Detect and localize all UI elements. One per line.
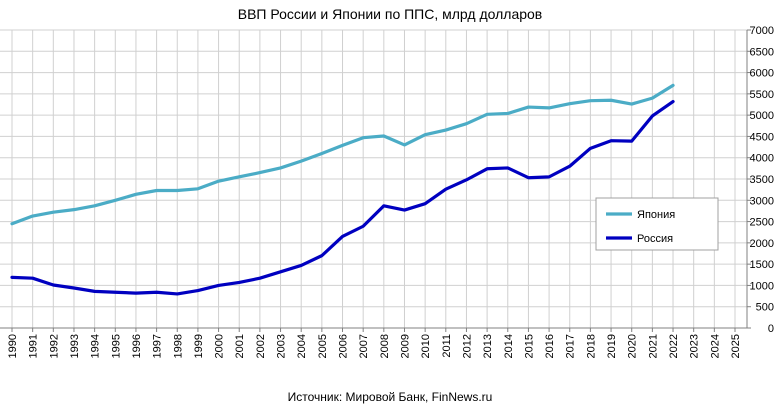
x-tick-label: 2012	[461, 334, 473, 358]
x-tick-label: 2016	[544, 334, 556, 358]
x-tick-label: 2004	[296, 334, 308, 358]
y-tick-label: 6500	[750, 46, 774, 58]
legend-label: Япония	[637, 209, 675, 221]
x-tick-label: 2005	[317, 334, 329, 358]
x-tick-label: 2000	[214, 334, 226, 358]
x-tick-label: 2010	[420, 334, 432, 358]
x-tick-label: 1998	[172, 334, 184, 358]
y-tick-label: 500	[756, 302, 774, 314]
y-tick-label: 1000	[750, 280, 774, 292]
x-tick-label: 2014	[503, 334, 515, 358]
x-tick-label: 1996	[131, 334, 143, 358]
x-tick-label: 2019	[606, 334, 618, 358]
y-tick-label: 3000	[750, 195, 774, 207]
x-tick-label: 2008	[379, 334, 391, 358]
series-line-japan	[10, 83, 675, 226]
y-tick-label: 4500	[750, 131, 774, 143]
x-tick-label: 1993	[69, 334, 81, 358]
x-tick-label: 1991	[28, 334, 40, 358]
chart-title: ВВП России и Японии по ППС, млрд долларо…	[238, 6, 543, 22]
y-tick-label: 4000	[750, 153, 774, 165]
x-tick-label: 1997	[152, 334, 164, 358]
y-tick-label: 0	[768, 323, 774, 335]
x-tick-label: 2022	[668, 334, 680, 358]
y-tick-label: 6000	[750, 68, 774, 80]
x-tick-label: 2007	[358, 334, 370, 358]
x-tick-label: 2015	[523, 334, 535, 358]
x-tick-label: 2023	[689, 334, 701, 358]
x-tick-label: 2001	[234, 334, 246, 358]
x-tick-label: 1990	[7, 334, 19, 358]
series-line-russia	[10, 99, 675, 296]
x-tick-label: 2025	[730, 334, 742, 358]
x-tick-label: 2002	[255, 334, 267, 358]
x-tick-label: 2021	[647, 334, 659, 358]
x-tick-label: 2009	[399, 334, 411, 358]
x-tick-label: 1995	[110, 334, 122, 358]
legend-box	[595, 197, 719, 251]
y-tick-label: 7000	[750, 25, 774, 37]
y-tick-label: 2500	[750, 217, 774, 229]
y-tick-label: 3500	[750, 174, 774, 186]
y-tick-label: 1500	[750, 259, 774, 271]
legend: Япония Россия	[595, 197, 719, 251]
series-lines	[10, 83, 675, 296]
x-tick-label: 2006	[338, 334, 350, 358]
y-tick-label: 5000	[750, 110, 774, 122]
x-tick-label: 2003	[276, 334, 288, 358]
y-tick-label: 5500	[750, 89, 774, 101]
chart-source: Источник: Мировой Банк, FinNews.ru	[288, 390, 493, 404]
legend-label: Россия	[637, 233, 673, 245]
x-tick-label: 2011	[441, 334, 453, 358]
x-tick-label: 1992	[48, 334, 60, 358]
x-tick-label: 2020	[627, 334, 639, 358]
x-tick-label: 2018	[585, 334, 597, 358]
axes: 0 500 1000 1500 2000 2500 3000 3500 4000 4500 5000…	[0, 25, 774, 358]
y-tick-label: 2000	[750, 238, 774, 250]
x-tick-label: 1994	[90, 334, 102, 358]
x-tick-label: 1999	[193, 334, 205, 358]
x-tick-label: 2013	[482, 334, 494, 358]
x-tick-label: 2017	[565, 334, 577, 358]
x-tick-label: 2024	[709, 334, 721, 358]
